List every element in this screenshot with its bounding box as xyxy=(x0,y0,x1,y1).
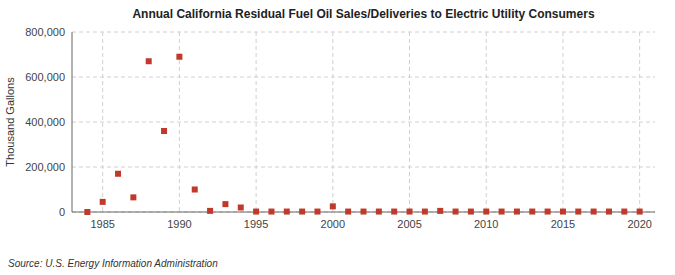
point xyxy=(192,187,198,193)
point xyxy=(407,209,413,215)
y-axis-line xyxy=(72,32,73,212)
x-tick-label: 1995 xyxy=(244,218,268,230)
point xyxy=(115,171,121,177)
point xyxy=(345,209,351,215)
point xyxy=(453,209,459,215)
grid-line-y xyxy=(72,77,655,78)
x-tick-label: 2005 xyxy=(397,218,421,230)
point xyxy=(207,208,213,214)
point xyxy=(591,209,597,215)
point xyxy=(468,209,474,215)
point xyxy=(284,209,290,215)
x-tick-label: 2020 xyxy=(627,218,651,230)
y-tick-label: 600,000 xyxy=(25,71,65,83)
point xyxy=(268,209,274,215)
point xyxy=(361,209,367,215)
point xyxy=(376,209,382,215)
point xyxy=(499,209,505,215)
x-tick-label: 2015 xyxy=(551,218,575,230)
x-tick-label: 1985 xyxy=(90,218,114,230)
y-tick-label: 400,000 xyxy=(25,116,65,128)
point xyxy=(621,209,627,215)
grid-line-y xyxy=(72,167,655,168)
point xyxy=(161,128,167,134)
point xyxy=(575,209,581,215)
annotation: Source: U.S. Energy Information Administ… xyxy=(8,258,218,269)
point xyxy=(560,209,566,215)
point xyxy=(529,209,535,215)
point xyxy=(146,58,152,64)
point xyxy=(299,209,305,215)
chart: Annual California Residual Fuel Oil Sale… xyxy=(0,0,675,275)
y-tick-label: 0 xyxy=(59,206,65,218)
point xyxy=(253,209,259,215)
point xyxy=(483,209,489,215)
title: Annual California Residual Fuel Oil Sale… xyxy=(132,7,594,21)
point xyxy=(238,205,244,211)
x-tick-label: 2000 xyxy=(321,218,345,230)
y-tick-label: 800,000 xyxy=(25,26,65,38)
y-tick-label: 200,000 xyxy=(25,161,65,173)
point xyxy=(330,203,336,209)
grid-line-y xyxy=(72,32,655,33)
grid-line-y xyxy=(72,122,655,123)
x-tick-label: 2010 xyxy=(474,218,498,230)
point xyxy=(437,208,443,214)
points xyxy=(84,54,642,215)
y-axis-label: Thousand Gallons xyxy=(4,77,16,167)
x-tick-label: 1990 xyxy=(167,218,191,230)
point xyxy=(637,209,643,215)
grid xyxy=(72,32,655,212)
point xyxy=(606,209,612,215)
point xyxy=(176,54,182,60)
point xyxy=(222,201,228,207)
point xyxy=(314,209,320,215)
point xyxy=(130,194,136,200)
point xyxy=(100,199,106,205)
point xyxy=(391,209,397,215)
point xyxy=(422,209,428,215)
point xyxy=(514,209,520,215)
point xyxy=(545,209,551,215)
point xyxy=(84,209,90,215)
